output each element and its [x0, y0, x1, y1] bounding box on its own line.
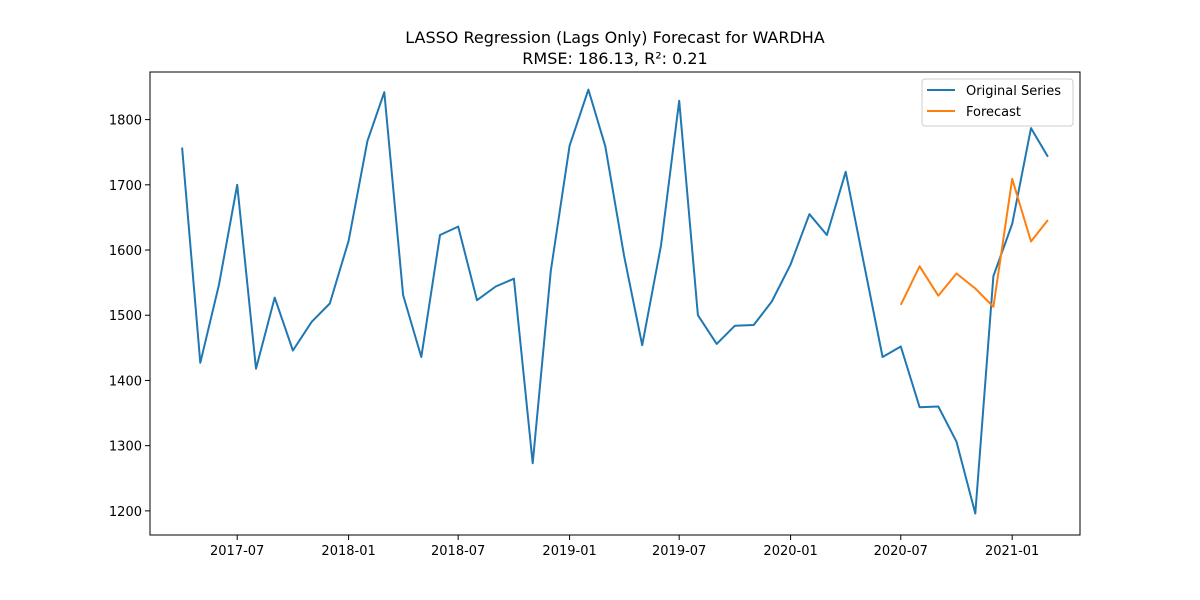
series-line-forecast [899, 177, 1049, 308]
x-tick-label: 2021-01 [985, 544, 1039, 559]
plot-lines [181, 88, 1049, 515]
chart-title: LASSO Regression (Lags Only) Forecast fo… [405, 28, 825, 47]
x-tick-label: 2019-01 [542, 544, 596, 559]
x-tick-label: 2017-07 [210, 544, 264, 559]
y-tick-label: 1500 [109, 309, 142, 324]
x-tick-label: 2019-07 [652, 544, 706, 559]
plot-area-frame [149, 71, 1081, 536]
y-tick-label: 1700 [109, 179, 142, 194]
y-tick-label: 1600 [109, 244, 142, 259]
legend-label-original-series: Original Series [966, 84, 1061, 99]
legend-label-forecast: Forecast [966, 105, 1021, 120]
legend-frame [921, 78, 1074, 127]
x-axis: 2017-07 2018-01 2018-07 2019-01 2019-07 2020-… [210, 535, 1039, 559]
chart-subtitle: RMSE: 186.13, R²: 0.21 [522, 49, 707, 68]
legend: Original Series Forecast [921, 78, 1074, 127]
x-tick-label: 2018-01 [321, 544, 375, 559]
series-line-original-series [181, 88, 1049, 515]
y-tick-label: 1400 [109, 374, 142, 389]
x-tick-label: 2020-01 [763, 544, 817, 559]
y-tick-label: 1800 [109, 114, 142, 129]
x-tick-label: 2020-07 [874, 544, 928, 559]
x-tick-label: 2018-07 [431, 544, 485, 559]
y-axis: 1200 1300 1400 1500 1600 1700 1800 [109, 114, 150, 520]
y-tick-label: 1200 [109, 505, 142, 520]
y-tick-label: 1300 [109, 440, 142, 455]
